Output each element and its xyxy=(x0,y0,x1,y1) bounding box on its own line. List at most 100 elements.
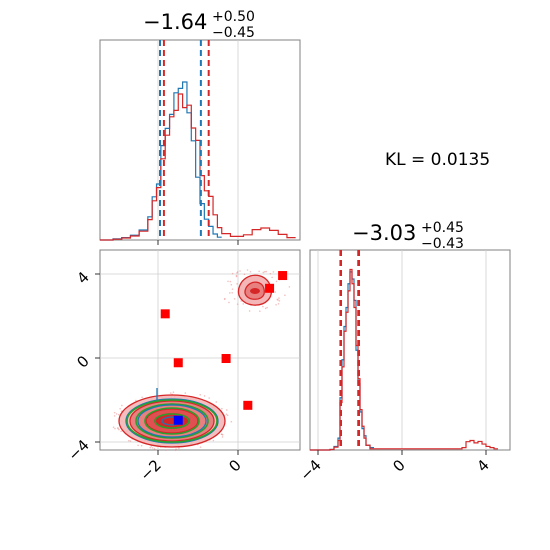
contour-green-2 xyxy=(135,403,209,439)
scatter-dot xyxy=(258,270,260,273)
scatter-dot xyxy=(265,270,268,273)
scatter-dot xyxy=(227,280,229,283)
bottom-right-frame xyxy=(309,249,511,451)
top-left-histogram-group xyxy=(100,81,296,241)
scatter-dot xyxy=(236,303,239,305)
bl-ytick-label-2: 4 xyxy=(73,268,92,287)
scatter-dot xyxy=(199,446,202,448)
red-square-marker-2 xyxy=(221,354,231,364)
scatter-dot xyxy=(236,272,238,274)
contour-red-inner-line xyxy=(145,408,199,434)
scatter-dot xyxy=(221,433,223,435)
scatter-dot xyxy=(154,449,157,451)
scatter-dot xyxy=(114,427,116,430)
scatter-dot xyxy=(221,407,223,410)
scatter-dot xyxy=(215,401,218,403)
scatter-dot xyxy=(113,411,116,414)
scatter-dot xyxy=(259,310,261,312)
scatter-dot xyxy=(226,409,228,411)
scatter-dot xyxy=(231,272,234,275)
red-square-marker-4 xyxy=(265,283,275,293)
scatter-dot xyxy=(284,294,286,297)
kl-annotation: KL = 0.0135 xyxy=(385,150,490,170)
br-xtick-label-2: 4 xyxy=(473,456,492,475)
scatter-dot xyxy=(153,448,156,450)
bottom-right-histogram-group xyxy=(310,268,498,451)
contour-green-4 xyxy=(154,413,190,429)
scatter-dot xyxy=(208,397,210,399)
scatter-dot xyxy=(119,407,121,410)
scatter-dot xyxy=(278,297,280,299)
scatter-dot xyxy=(271,276,273,279)
bottom-right-title: −3.03 +0.45 −0.43 xyxy=(352,220,464,252)
top-left-title-minus: −0.45 xyxy=(212,25,255,41)
bl-xtick-label-0: −2 xyxy=(136,456,164,484)
scatter-dot xyxy=(117,413,120,416)
bottom-left-markers xyxy=(160,271,288,425)
scatter-dot xyxy=(275,280,278,283)
scatter-dot xyxy=(178,447,180,449)
contour-blob-main xyxy=(118,388,226,448)
scatter-dot xyxy=(248,310,251,312)
contour-green-3 xyxy=(144,407,200,435)
contour-red-core xyxy=(154,413,190,429)
scatter-dot xyxy=(223,298,226,300)
red-square-marker-3 xyxy=(243,400,253,410)
scatter-dot xyxy=(212,439,215,442)
top-left-title-median: −1.64 xyxy=(143,10,207,34)
contour-red-mid-line xyxy=(129,400,215,442)
contour-blue-2 xyxy=(137,404,207,438)
panel-top-left xyxy=(99,39,301,241)
red-square-marker-5 xyxy=(278,271,288,281)
scatter-dot xyxy=(172,391,175,393)
scatter-dot xyxy=(277,299,279,301)
scatter-dot xyxy=(239,270,241,272)
contour-secondary-core xyxy=(250,288,260,294)
scatter-dot xyxy=(230,420,233,423)
scatter-dot xyxy=(231,292,233,294)
scatter-dot xyxy=(118,428,120,431)
scatter-dot xyxy=(274,291,277,293)
scatter-dot xyxy=(246,269,249,271)
scatter-dot xyxy=(121,404,123,407)
scatter-dot xyxy=(242,303,245,305)
panel-bottom-left xyxy=(99,249,301,451)
scatter-dot xyxy=(113,415,116,417)
scatter-dot xyxy=(120,430,122,433)
scatter-dot xyxy=(272,271,275,273)
scatter-dot xyxy=(221,436,224,438)
scatter-dot xyxy=(140,444,143,447)
bottom-right-title-minus: −0.43 xyxy=(421,236,464,252)
bottom-right-hist-series-1 xyxy=(310,268,498,451)
scatter-dot xyxy=(278,300,281,302)
br-xtick-label-1: 0 xyxy=(389,456,408,475)
scatter-dot xyxy=(226,414,229,417)
scatter-dot xyxy=(236,283,238,285)
scatter-dot xyxy=(228,292,231,294)
scatter-dot xyxy=(249,270,252,273)
top-left-title: −1.64 +0.50 −0.45 xyxy=(143,9,255,41)
scatter-dot xyxy=(263,270,266,273)
bl-xtick-label-1: 0 xyxy=(225,456,244,475)
scatter-dot xyxy=(264,307,267,310)
scatter-dot xyxy=(149,446,152,449)
scatter-dot xyxy=(229,280,232,283)
contour-green-1 xyxy=(126,399,218,443)
contour-red-outer-line xyxy=(118,394,226,448)
scatter-dot xyxy=(128,439,130,442)
scatter-dot xyxy=(169,392,172,394)
scatter-dot xyxy=(262,271,265,274)
scatter-dot xyxy=(112,426,115,428)
scatter-dot xyxy=(266,306,268,309)
top-left-hist-series-1 xyxy=(100,93,296,241)
scatter-dot xyxy=(231,288,234,290)
red-square-marker-0 xyxy=(160,309,170,319)
bl-ytick-label-1: 0 xyxy=(73,352,92,371)
contour-blue-1 xyxy=(125,398,219,444)
scatter-dot xyxy=(135,399,137,402)
bottom-right-title-plus: +0.45 xyxy=(421,220,464,236)
scatter-dot xyxy=(269,272,272,275)
bottom-left-frame xyxy=(99,249,301,451)
bottom-right-quantile-lines xyxy=(339,250,360,450)
scatter-dot xyxy=(288,286,291,288)
